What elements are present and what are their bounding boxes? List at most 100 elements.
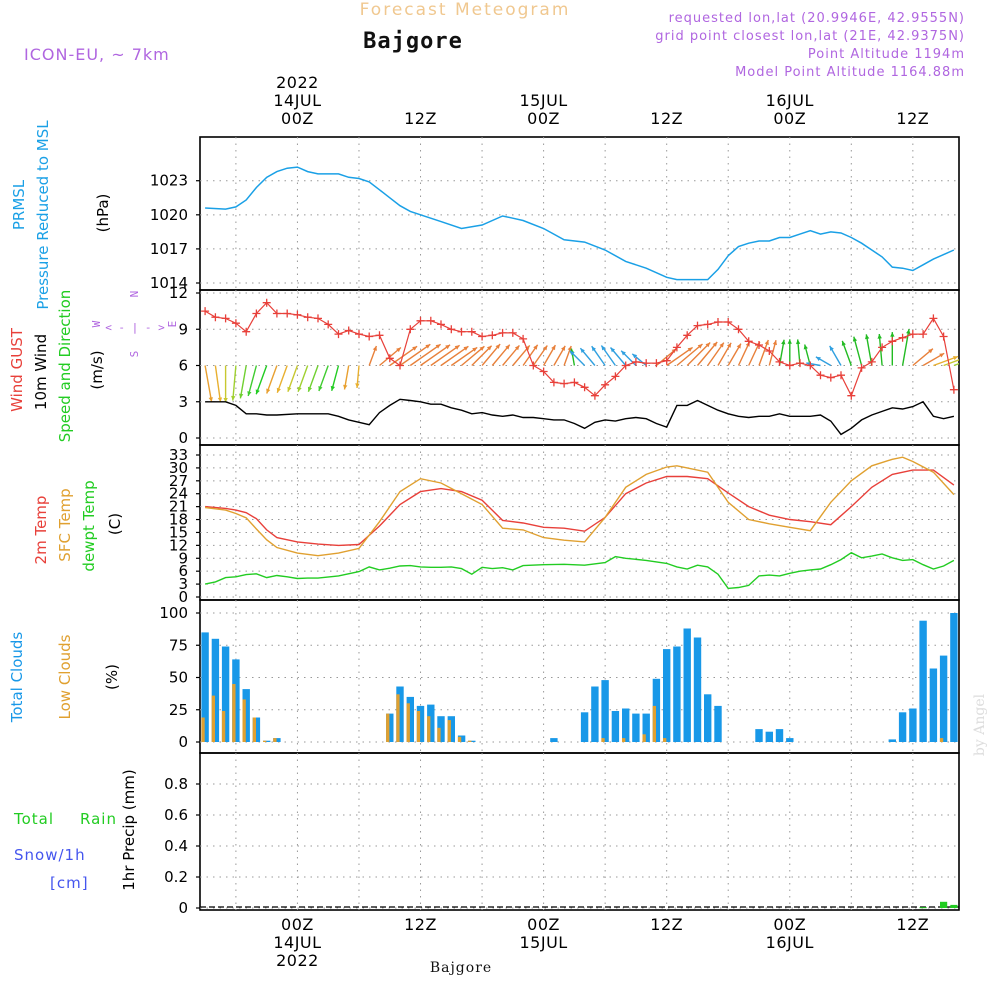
y-tick-label: 75 (169, 636, 188, 654)
total-clouds-bar (632, 713, 640, 742)
bottom-tick-label: 12Z (896, 915, 929, 934)
wind-panel: 0 3 6 9 12 (169, 284, 960, 447)
wind-arrow-head (551, 345, 556, 351)
total-clouds-bar (611, 711, 620, 742)
gust-marker (314, 314, 322, 323)
low-clouds-bar (252, 717, 256, 742)
wind-arrow (491, 344, 511, 366)
wind-arrow (307, 365, 319, 393)
wind-arrow-head (355, 383, 360, 388)
wind-arrow (318, 365, 329, 392)
label-low-clouds: Low Clouds (56, 634, 74, 719)
total-clouds-bar (939, 655, 948, 742)
total-clouds-bar (232, 659, 240, 742)
low-clouds-bar (396, 694, 400, 742)
wind-arrow-head (412, 346, 418, 351)
label-10m-wind: 10m Wind (32, 334, 50, 410)
top-tick-label: 00Z (527, 109, 560, 128)
y-tick-label: 25 (169, 701, 188, 719)
gust-marker (416, 316, 425, 325)
compass-west: W (90, 320, 103, 327)
wind-arrow-head (231, 395, 236, 401)
gust-marker (744, 337, 753, 346)
total-clouds-bar (775, 729, 784, 742)
gust-marker (519, 334, 528, 343)
clouds-plot (201, 613, 958, 742)
low-clouds-bar (221, 711, 226, 742)
y-tick-label: 15 (169, 523, 188, 541)
total-clouds-bar (550, 738, 558, 742)
wind-arrow (247, 365, 258, 397)
location-title: Bajgore (363, 29, 463, 54)
wind-arrow-head (425, 344, 431, 349)
compass-east: E (166, 321, 179, 328)
gust-marker (601, 380, 610, 389)
wind-arrow-head (330, 385, 335, 391)
wind-arrow-head (877, 334, 882, 339)
y-tick-label: 27 (169, 472, 188, 490)
wind-arrow-head (764, 340, 769, 345)
wind-arrow (430, 344, 461, 367)
panel-frame (199, 289, 960, 446)
total-clouds-bar (468, 740, 476, 742)
sfctemp-line (205, 456, 955, 557)
total-clouds-bar (396, 686, 404, 742)
gust-marker (642, 359, 651, 368)
gust-marker (303, 313, 312, 322)
gust-marker (806, 361, 815, 370)
wind-arrow-head (815, 356, 821, 361)
low-clouds-bar (663, 738, 667, 742)
wind-arrow-head (525, 345, 530, 351)
closest-coords: grid point closest lon,lat (21E, 42.9375… (655, 29, 965, 44)
total-clouds-bar (663, 649, 671, 742)
watermark: by Angel (972, 693, 988, 756)
gust-marker (826, 373, 835, 382)
legend-snow-unit: [cm] (50, 874, 89, 892)
gust-marker (631, 357, 640, 366)
pressure-panel: 1014 1017 1020 1023 (150, 136, 960, 292)
y-tick-label: 0.2 (164, 868, 188, 886)
top-tick-label: 2022 (276, 73, 319, 92)
wind-arrow-head (217, 397, 223, 403)
panel-frame (199, 444, 960, 601)
gust-marker (560, 379, 569, 388)
wind-arrow (865, 334, 873, 366)
wind-arrow-head (318, 386, 323, 391)
gust-marker (539, 367, 548, 376)
total-clouds-bar (386, 713, 394, 742)
total-clouds-bar (704, 694, 712, 742)
wind-arrow-head (297, 386, 302, 392)
total-clouds-bar (909, 708, 917, 742)
wind-arrow-head (567, 346, 572, 351)
wind-arrow (853, 336, 863, 366)
gust-marker (406, 325, 415, 334)
wind-arrow (204, 365, 213, 403)
gust-marker (231, 319, 240, 328)
wind-arrow-head (580, 348, 585, 353)
temp2m-line (205, 469, 955, 547)
total-clouds-bar (950, 613, 958, 742)
label-dewpt-temp: dewpt Temp (80, 480, 98, 571)
low-clouds-bar (273, 738, 277, 742)
wind-arrow (901, 328, 910, 366)
wind-arrow-head (939, 353, 945, 358)
wind-arrow (461, 345, 485, 367)
wind-arrow-head (712, 342, 718, 347)
total-clouds-bar (919, 620, 927, 742)
compass-south: S (128, 351, 141, 358)
low-clouds-bar (622, 738, 626, 742)
total-clouds-bar (755, 729, 763, 742)
gust-marker (396, 361, 404, 370)
wind-arrow-head (610, 347, 616, 353)
total-clouds-bar (591, 686, 599, 742)
gust-marker (365, 332, 374, 341)
top-tick-label: 14JUL (273, 91, 321, 110)
total-clouds-bar (642, 713, 650, 742)
wind-arrow-head (247, 391, 252, 396)
total-clouds-bar (416, 705, 425, 742)
total-clouds-bar (888, 739, 896, 742)
wind-arrow-head (687, 347, 693, 352)
y-tick-label: 0 (178, 588, 188, 606)
top-tick-label: 00Z (773, 109, 806, 128)
wind-arrow-head (435, 344, 441, 349)
